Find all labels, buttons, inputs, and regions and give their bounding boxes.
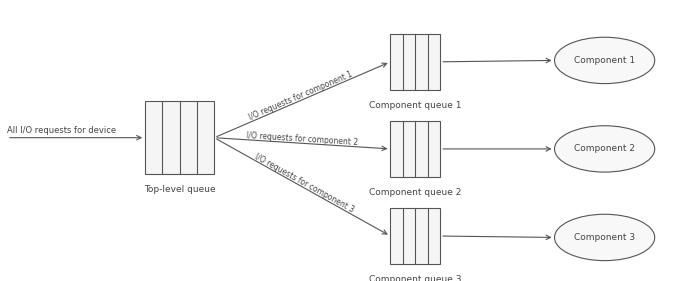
Bar	[390, 34, 440, 90]
Text: Component 3: Component 3	[574, 233, 635, 242]
Text: Component queue 3: Component queue 3	[369, 275, 462, 281]
Bar	[390, 208, 440, 264]
Text: Component queue 1: Component queue 1	[369, 101, 462, 110]
Text: Component 1: Component 1	[574, 56, 635, 65]
Ellipse shape	[554, 126, 654, 172]
Ellipse shape	[554, 214, 654, 261]
Text: All I/O requests for device: All I/O requests for device	[7, 126, 116, 135]
Text: I/O requests for component 2: I/O requests for component 2	[247, 131, 359, 147]
Bar	[390, 121, 440, 177]
Bar	[145, 101, 214, 174]
Text: I/O requests for component 3: I/O requests for component 3	[254, 152, 356, 214]
Ellipse shape	[554, 37, 654, 84]
Text: Component queue 2: Component queue 2	[369, 188, 462, 197]
Text: I/O requests for component 1: I/O requests for component 1	[247, 69, 354, 122]
Text: Top-level queue: Top-level queue	[144, 185, 216, 194]
Text: Component 2: Component 2	[574, 144, 635, 153]
